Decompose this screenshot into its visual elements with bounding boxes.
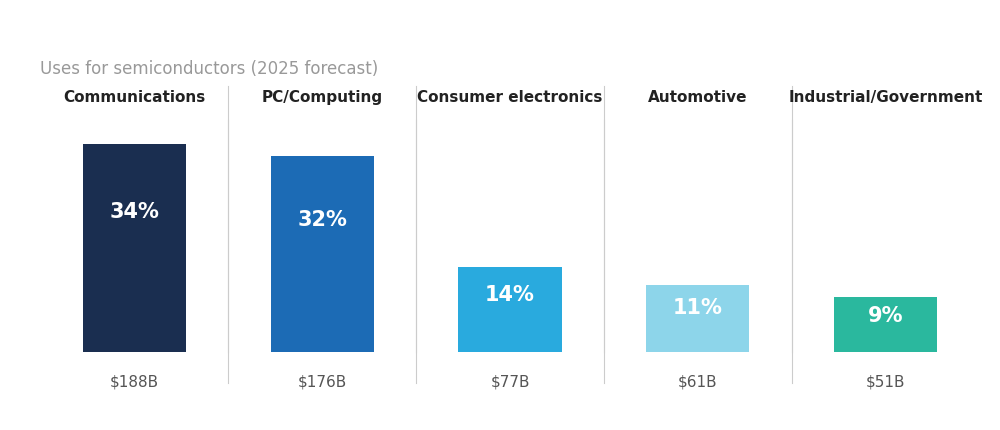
Bar <box>458 267 562 353</box>
Bar <box>271 157 374 353</box>
Text: Automotive: Automotive <box>648 90 748 105</box>
Text: $61B: $61B <box>678 374 718 389</box>
Text: 14%: 14% <box>485 285 535 304</box>
Bar <box>646 286 749 353</box>
Text: Uses for semiconductors (2025 forecast): Uses for semiconductors (2025 forecast) <box>40 60 379 78</box>
Text: Communications: Communications <box>63 90 206 105</box>
Text: Consumer electronics: Consumer electronics <box>417 90 603 105</box>
Text: 32%: 32% <box>297 210 347 230</box>
Text: 34%: 34% <box>109 201 159 221</box>
Bar <box>83 145 186 353</box>
Text: 9%: 9% <box>868 305 903 325</box>
Text: Industrial/Government: Industrial/Government <box>788 90 983 105</box>
Text: $188B: $188B <box>110 374 159 389</box>
Text: 11%: 11% <box>673 297 723 317</box>
Text: $77B: $77B <box>490 374 530 389</box>
Text: $176B: $176B <box>298 374 347 389</box>
Text: PC/Computing: PC/Computing <box>262 90 383 105</box>
Text: $51B: $51B <box>866 374 905 389</box>
Bar <box>834 298 937 353</box>
